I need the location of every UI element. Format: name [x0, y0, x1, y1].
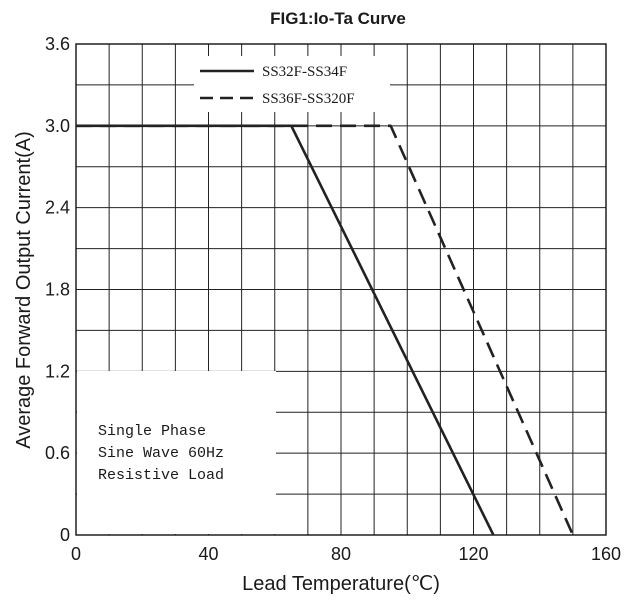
y-tick-labels: 0 0.6 1.2 1.8 2.4 3.0 3.6 [45, 34, 70, 545]
x-tick-label: 0 [71, 544, 81, 564]
plot-frame [75, 43, 607, 536]
annotation-line-2: Sine Wave 60Hz [98, 445, 224, 462]
x-tick-label: 160 [591, 544, 621, 564]
annotation-box [77, 371, 276, 534]
y-tick-label: 0 [60, 525, 70, 545]
x-tick-label: 40 [198, 544, 218, 564]
series-line-ss32f [76, 124, 495, 536]
y-axis-label: Average Forward Output Current(A) [13, 131, 35, 449]
legend-label-ss32f: SS32F-SS34F [262, 64, 347, 80]
chart-title: FIG1:Io-Ta Curve [270, 9, 406, 28]
x-axis-label: Lead Temperature(℃) [242, 573, 440, 595]
series-line-ss36f [76, 124, 575, 536]
annotation-line-3: Resistive Load [98, 467, 224, 484]
legend-box [194, 56, 390, 112]
y-tick-label: 2.4 [45, 198, 70, 218]
y-tick-label: 0.6 [45, 443, 70, 463]
legend-label-ss36f: SS36F-SS320F [262, 91, 355, 107]
series [76, 124, 575, 536]
y-tick-label: 1.8 [45, 280, 70, 300]
y-tick-label: 3.6 [45, 34, 70, 54]
y-tick-label: 3.0 [45, 116, 70, 136]
x-tick-label: 120 [458, 544, 488, 564]
x-tick-label: 80 [331, 544, 351, 564]
annotation-line-1: Single Phase [98, 423, 206, 440]
x-tick-labels: 0 40 80 120 160 [71, 544, 621, 564]
y-tick-label: 1.2 [45, 361, 70, 381]
